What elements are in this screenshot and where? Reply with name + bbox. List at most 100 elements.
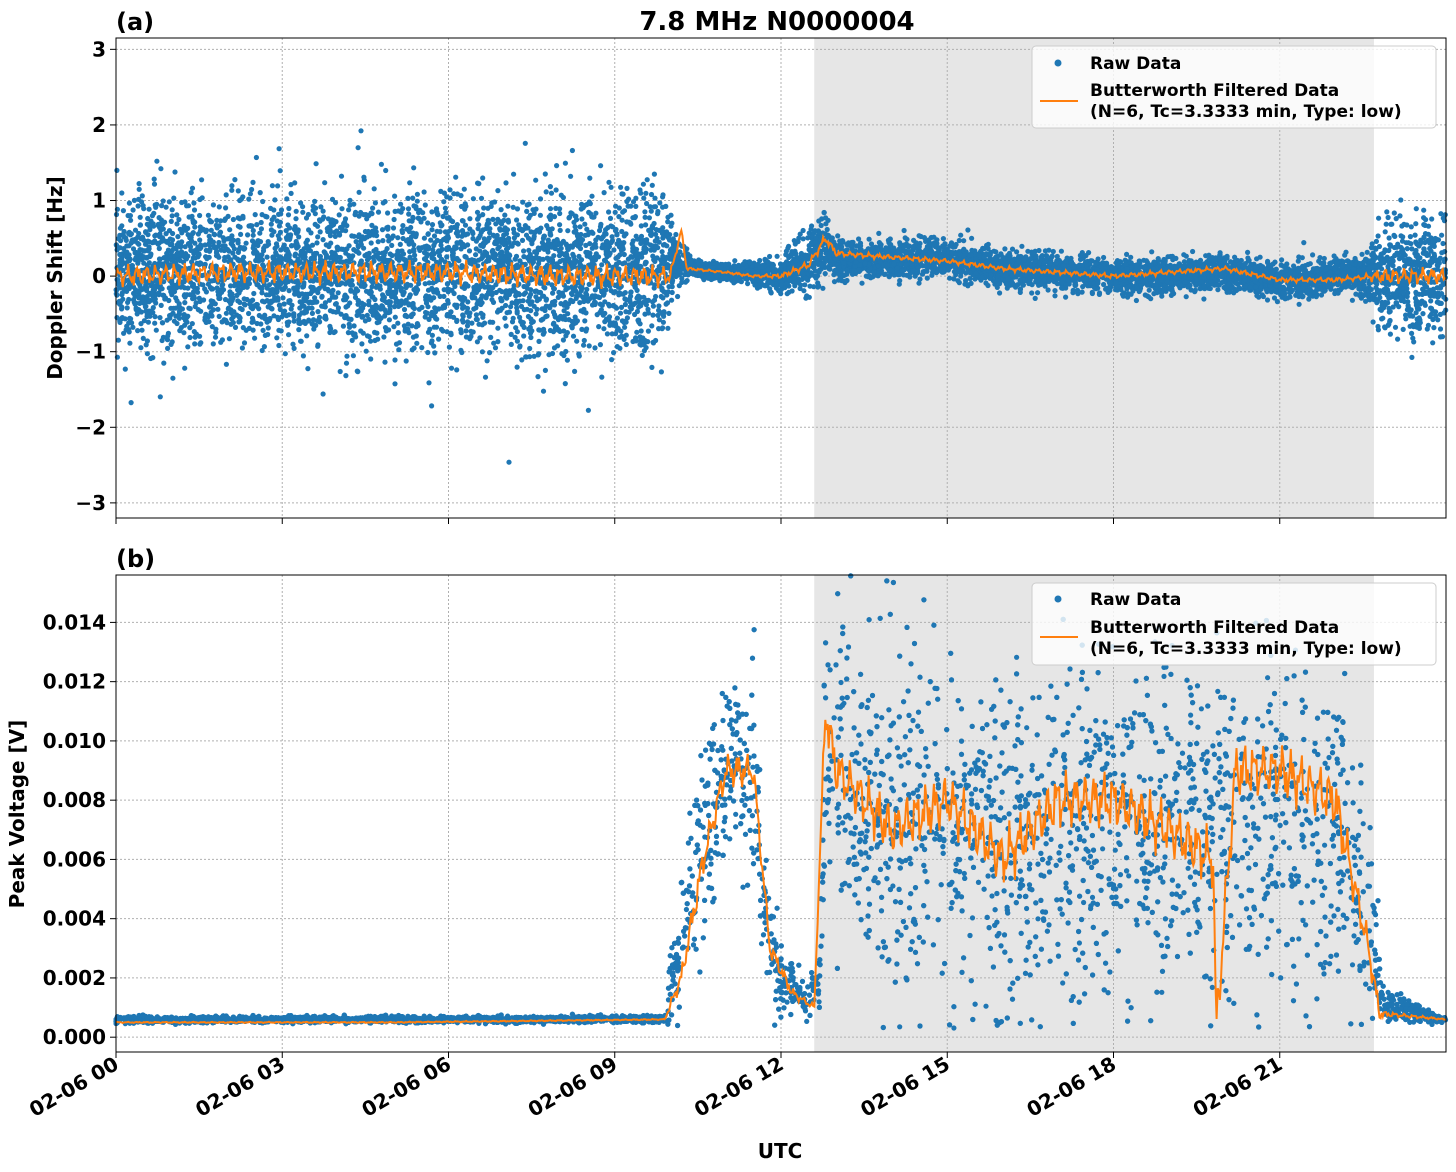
raw-data-point [542,367,549,373]
raw-data-point [281,301,287,307]
raw-data-point [170,375,176,381]
raw-data-point [480,212,486,218]
raw-data-point [175,234,181,240]
raw-data-point [520,199,526,205]
raw-data-point [115,337,121,343]
raw-data-point [1421,215,1427,221]
raw-data-point [339,206,345,212]
raw-data-point [478,195,485,201]
raw-data-point [401,306,408,313]
raw-data-point [607,215,614,221]
raw-data-point [161,360,167,366]
raw-data-point [226,336,232,342]
raw-data-point [566,215,572,221]
raw-data-point [527,354,533,360]
raw-data-point [621,251,627,258]
raw-data-point [405,206,412,212]
raw-data-point [547,232,553,238]
raw-data-point [139,327,145,333]
raw-data-point [641,195,647,201]
raw-data-point [522,140,528,146]
raw-data-point [300,204,306,210]
raw-data-point [371,186,377,192]
raw-data-point [343,373,349,379]
raw-data-point [218,339,224,345]
raw-data-point [876,230,882,236]
raw-data-point [1296,301,1302,307]
raw-data-point [1271,295,1278,301]
raw-data-point [463,328,469,334]
raw-data-point [1430,340,1436,346]
raw-data-point [239,345,245,351]
raw-data-point [866,236,872,242]
raw-data-point [1392,233,1398,239]
raw-data-point [135,328,141,334]
y-tick-label: 0 [92,264,106,288]
raw-data-point [228,283,234,289]
raw-data-point [389,294,395,300]
raw-data-point [553,264,560,270]
raw-data-point [660,192,666,198]
raw-data-point [645,310,652,316]
raw-data-point [227,227,233,233]
raw-data-point [901,227,907,234]
raw-data-point [230,216,236,223]
raw-data-point [385,226,391,232]
raw-data-point [645,328,652,334]
raw-data-point [414,198,420,204]
figure-title: 7.8 MHz N0000004 [639,7,914,37]
raw-data-point [284,196,290,202]
raw-data-point [802,282,808,288]
raw-data-point [1403,316,1409,322]
raw-data-point [1299,255,1305,261]
raw-data-point [1375,233,1381,239]
raw-data-point [235,240,241,246]
raw-data-point [335,290,341,296]
raw-data-point [527,345,533,352]
raw-data-point [260,198,266,205]
raw-data-point [617,310,624,316]
raw-data-point [649,323,655,329]
raw-data-point [1274,299,1280,305]
raw-data-point [797,231,803,237]
raw-data-point [619,333,625,339]
raw-data-point [169,207,175,213]
raw-data-point [539,306,545,312]
raw-data-point [568,173,574,179]
raw-data-point [127,340,133,346]
raw-data-point [268,205,274,211]
raw-data-point [189,185,196,191]
raw-data-point [119,190,125,196]
raw-data-point [1190,248,1196,255]
raw-data-point [343,360,350,366]
raw-data-point [1376,288,1382,294]
raw-data-point [416,216,422,222]
raw-data-point [363,348,369,354]
raw-data-point [660,204,666,210]
raw-data-point [290,341,296,347]
raw-data-point [650,303,657,309]
raw-data-point [165,345,171,351]
raw-data-point [495,325,501,331]
raw-data-point [537,196,544,202]
raw-data-point [876,240,883,246]
raw-data-point [521,248,527,254]
raw-data-point [350,353,356,359]
raw-data-point [293,208,299,214]
raw-data-point [313,161,319,167]
raw-data-point [185,203,192,209]
raw-data-point [1400,326,1406,332]
raw-data-point [150,355,156,361]
raw-data-point [612,209,618,215]
raw-data-point [651,171,658,177]
raw-data-point [210,286,216,292]
raw-data-point [548,190,555,196]
raw-data-point [259,298,266,304]
raw-data-points [113,128,1449,465]
raw-data-point [136,186,142,192]
raw-data-point [526,201,532,207]
raw-data-point [438,188,444,194]
raw-data-point [551,253,557,259]
raw-data-point [1438,211,1444,217]
raw-data-point [801,288,807,294]
